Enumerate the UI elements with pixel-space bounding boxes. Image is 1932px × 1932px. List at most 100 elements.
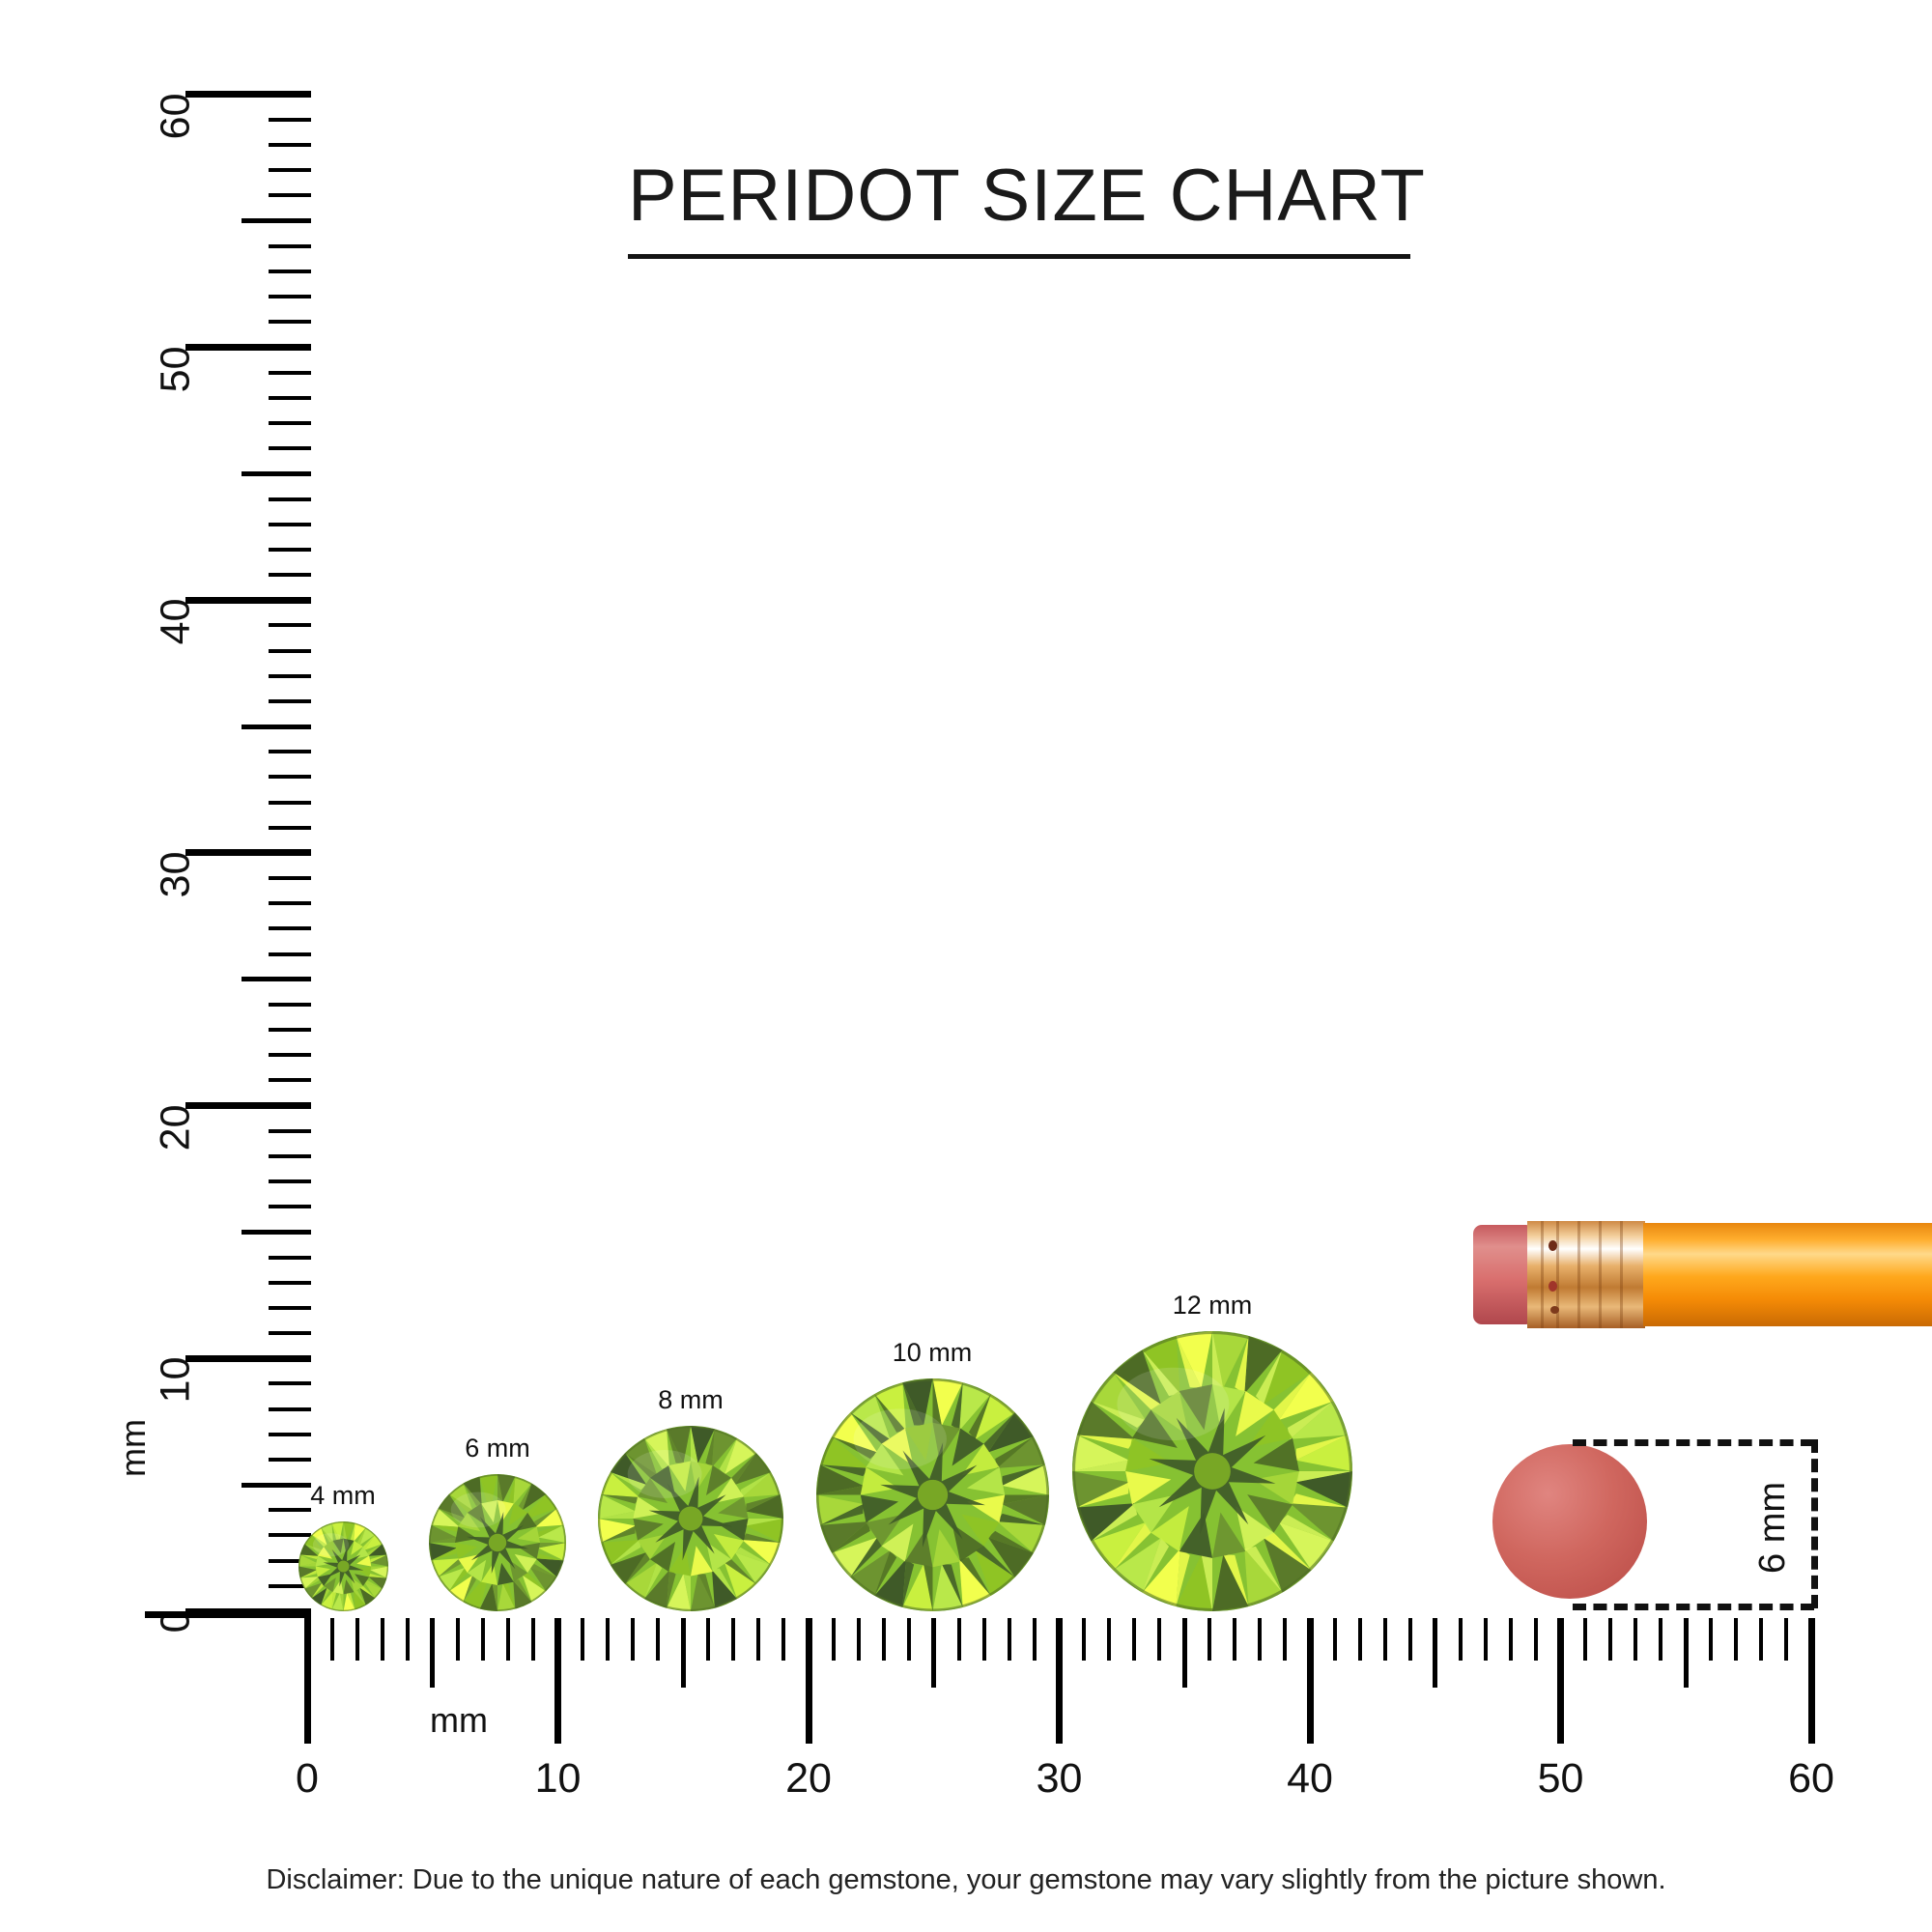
horizontal-tick-44 bbox=[1407, 1618, 1412, 1661]
pencil-eraser-end-view bbox=[1492, 1444, 1647, 1599]
horizontal-tick-41 bbox=[1332, 1618, 1337, 1661]
horizontal-tick-24 bbox=[906, 1618, 911, 1661]
horizontal-tick-10 bbox=[554, 1618, 561, 1744]
vertical-tick-37 bbox=[269, 673, 311, 678]
horizontal-tick-13 bbox=[631, 1618, 636, 1661]
vertical-tick-27 bbox=[269, 926, 311, 931]
horizontal-tick-29 bbox=[1032, 1618, 1037, 1661]
vertical-tick-30 bbox=[185, 849, 311, 857]
horizontal-tick-0 bbox=[303, 1618, 311, 1744]
vertical-ruler-label-30: 30 bbox=[152, 851, 199, 898]
horizontal-ruler-label-10: 10 bbox=[534, 1755, 582, 1802]
vertical-tick-19 bbox=[269, 1128, 311, 1133]
vertical-tick-47 bbox=[269, 421, 311, 425]
vertical-tick-50 bbox=[185, 344, 311, 351]
horizontal-tick-8 bbox=[505, 1618, 510, 1661]
horizontal-tick-34 bbox=[1157, 1618, 1162, 1661]
pencil-ferrule bbox=[1527, 1221, 1645, 1328]
horizontal-tick-48 bbox=[1508, 1618, 1513, 1661]
eraser-dimension-line-bottom bbox=[1573, 1604, 1814, 1610]
vertical-tick-1 bbox=[269, 1583, 311, 1588]
horizontal-tick-30 bbox=[1056, 1618, 1063, 1744]
gemstone-image bbox=[298, 1521, 388, 1611]
horizontal-tick-53 bbox=[1634, 1618, 1638, 1661]
vertical-ruler-label-10: 10 bbox=[152, 1356, 199, 1404]
vertical-tick-59 bbox=[269, 117, 311, 122]
vertical-tick-17 bbox=[269, 1179, 311, 1184]
eraser-dimension-line-top bbox=[1573, 1439, 1814, 1446]
vertical-tick-45 bbox=[242, 470, 311, 476]
vertical-tick-58 bbox=[269, 143, 311, 148]
pencil-eraser bbox=[1473, 1225, 1529, 1324]
disclaimer-text: Disclaimer: Due to the unique nature of … bbox=[266, 1864, 1666, 1895]
horizontal-tick-60 bbox=[1807, 1618, 1815, 1744]
horizontal-tick-51 bbox=[1583, 1618, 1588, 1661]
vertical-tick-32 bbox=[269, 800, 311, 805]
gemstone-10mm: 10 mm bbox=[815, 1338, 1049, 1611]
horizontal-tick-26 bbox=[956, 1618, 961, 1661]
vertical-tick-6 bbox=[269, 1457, 311, 1462]
horizontal-tick-18 bbox=[756, 1618, 761, 1661]
horizontal-tick-17 bbox=[731, 1618, 736, 1661]
vertical-tick-51 bbox=[269, 320, 311, 325]
vertical-tick-55 bbox=[242, 218, 311, 224]
horizontal-tick-45 bbox=[1433, 1618, 1438, 1688]
horizontal-tick-9 bbox=[530, 1618, 535, 1661]
vertical-tick-5 bbox=[242, 1482, 311, 1488]
horizontal-tick-19 bbox=[781, 1618, 786, 1661]
vertical-ruler-label-40: 40 bbox=[152, 598, 199, 645]
vertical-tick-23 bbox=[269, 1028, 311, 1033]
horizontal-tick-56 bbox=[1709, 1618, 1714, 1661]
horizontal-tick-36 bbox=[1208, 1618, 1212, 1661]
horizontal-tick-59 bbox=[1784, 1618, 1789, 1661]
vertical-tick-12 bbox=[269, 1305, 311, 1310]
gemstone-image bbox=[598, 1426, 783, 1611]
vertical-tick-46 bbox=[269, 446, 311, 451]
horizontal-tick-58 bbox=[1759, 1618, 1764, 1661]
horizontal-tick-32 bbox=[1107, 1618, 1112, 1661]
gemstone-12mm: 12 mm bbox=[1072, 1291, 1352, 1611]
horizontal-ruler-label-60: 60 bbox=[1788, 1755, 1834, 1802]
horizontal-tick-12 bbox=[606, 1618, 611, 1661]
vertical-tick-54 bbox=[269, 243, 311, 248]
horizontal-tick-22 bbox=[856, 1618, 861, 1661]
vertical-tick-4 bbox=[269, 1508, 311, 1513]
vertical-tick-42 bbox=[269, 547, 311, 552]
gemstone-image bbox=[1072, 1331, 1352, 1611]
vertical-tick-22 bbox=[269, 1053, 311, 1058]
vertical-tick-26 bbox=[269, 952, 311, 956]
gemstone-label-12mm: 12 mm bbox=[1172, 1291, 1253, 1320]
vertical-tick-56 bbox=[269, 193, 311, 198]
vertical-tick-7 bbox=[269, 1432, 311, 1436]
vertical-tick-34 bbox=[269, 750, 311, 754]
horizontal-tick-1 bbox=[329, 1618, 334, 1661]
ruler-corner-baseline bbox=[145, 1611, 311, 1618]
horizontal-tick-40 bbox=[1306, 1618, 1314, 1744]
vertical-tick-52 bbox=[269, 295, 311, 299]
gemstone-image bbox=[429, 1474, 566, 1611]
vertical-ruler: 0 10 20 30 40 50 60 bbox=[145, 91, 311, 1633]
vertical-tick-38 bbox=[269, 648, 311, 653]
horizontal-tick-25 bbox=[931, 1618, 937, 1688]
gemstone-6mm: 6 mm bbox=[429, 1434, 566, 1611]
horizontal-tick-39 bbox=[1283, 1618, 1288, 1661]
vertical-tick-14 bbox=[269, 1255, 311, 1260]
horizontal-tick-43 bbox=[1382, 1618, 1387, 1661]
vertical-tick-15 bbox=[242, 1229, 311, 1235]
gemstone-label-4mm: 4 mm bbox=[310, 1481, 376, 1510]
horizontal-ruler-label-0: 0 bbox=[296, 1755, 319, 1802]
horizontal-tick-27 bbox=[981, 1618, 986, 1661]
horizontal-tick-16 bbox=[706, 1618, 711, 1661]
horizontal-tick-7 bbox=[480, 1618, 485, 1661]
vertical-tick-43 bbox=[269, 522, 311, 526]
pencil-body bbox=[1643, 1223, 1932, 1326]
horizontal-tick-57 bbox=[1734, 1618, 1739, 1661]
horizontal-tick-3 bbox=[380, 1618, 384, 1661]
horizontal-tick-14 bbox=[656, 1618, 661, 1661]
horizontal-tick-55 bbox=[1683, 1618, 1689, 1688]
horizontal-tick-2 bbox=[355, 1618, 359, 1661]
page-title: PERIDOT SIZE CHART bbox=[628, 155, 1426, 237]
vertical-ruler-label-20: 20 bbox=[152, 1104, 199, 1151]
gemstone-8mm: 8 mm bbox=[598, 1385, 783, 1611]
